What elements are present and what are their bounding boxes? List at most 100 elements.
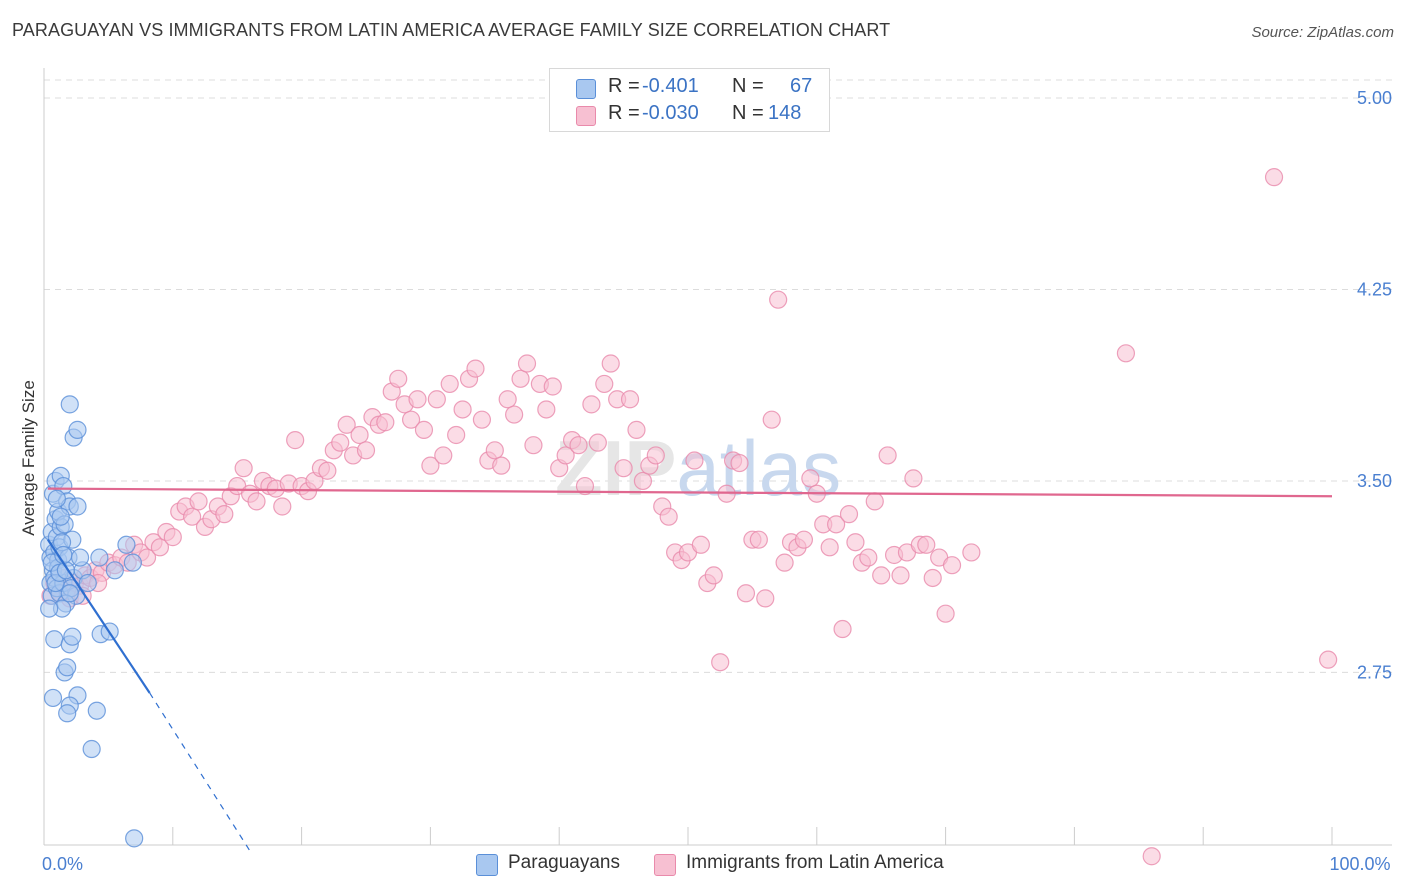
immigrant-point xyxy=(350,425,369,445)
immigrant-point xyxy=(704,566,723,585)
immigrant-point xyxy=(575,476,595,496)
paraguayan-point xyxy=(117,535,136,554)
immigrant-point xyxy=(762,410,781,429)
immigrant-point xyxy=(736,584,756,603)
immigrant-point xyxy=(1319,650,1338,669)
immigrant-point xyxy=(872,566,891,585)
immigrant-point xyxy=(215,505,234,524)
legend-label: Paraguayans xyxy=(508,852,620,873)
immigrant-point xyxy=(183,507,202,526)
immigrant-point xyxy=(646,446,665,465)
immigrant-point xyxy=(331,433,350,452)
immigrant-point xyxy=(556,446,575,465)
stat-n-value: 67 xyxy=(790,75,813,97)
paraguayan-point xyxy=(58,704,77,723)
immigrant-point xyxy=(505,405,524,424)
immigrant-point xyxy=(414,420,434,439)
immigrant-point xyxy=(447,425,466,445)
paraguayan-point xyxy=(43,688,63,708)
immigrant-point xyxy=(749,530,768,549)
immigrant-point xyxy=(820,538,839,557)
paraguayan-point xyxy=(105,561,124,580)
immigrant-point xyxy=(389,369,408,388)
immigrant-point xyxy=(711,653,730,672)
immigrant-point xyxy=(485,441,504,460)
paraguayan-point xyxy=(60,395,79,414)
immigrant-point xyxy=(318,461,337,480)
immigrant-point xyxy=(756,589,775,608)
immigrant-point xyxy=(492,456,511,475)
immigrant-point xyxy=(659,507,678,526)
paraguayan-point xyxy=(68,497,87,516)
y-tick-label: 4.25 xyxy=(1357,279,1392,299)
immigrant-point xyxy=(543,377,562,396)
paraguayan-point xyxy=(45,630,64,649)
immigrant-point xyxy=(794,530,814,549)
immigrant-point xyxy=(962,543,981,562)
paraguayan-point xyxy=(78,573,97,593)
immigrant-point xyxy=(878,446,897,465)
y-tick-label: 2.75 xyxy=(1357,662,1392,682)
immigrant-point xyxy=(427,390,446,409)
immigrants-legend-swatch-icon xyxy=(654,854,676,876)
immigrant-point xyxy=(685,451,704,470)
immigrant-point xyxy=(859,548,878,567)
immigrant-point xyxy=(839,505,859,524)
immigrant-point xyxy=(440,374,459,394)
immigrant-point xyxy=(691,535,710,554)
immigrant-point xyxy=(833,619,852,639)
immigrant-point xyxy=(453,400,472,419)
paraguayans-points xyxy=(40,395,144,848)
chart-title: PARAGUAYAN VS IMMIGRANTS FROM LATIN AMER… xyxy=(12,20,891,40)
immigrant-point xyxy=(498,390,517,409)
immigrant-point xyxy=(633,471,653,491)
trend-line xyxy=(47,487,1333,498)
immigrant-point xyxy=(472,410,492,429)
y-tick-label: 3.50 xyxy=(1357,471,1392,491)
immigrant-point xyxy=(865,492,884,511)
immigrant-point xyxy=(337,415,356,434)
immigrant-point xyxy=(601,354,620,373)
paraguayan-point xyxy=(90,548,109,567)
immigrant-point xyxy=(936,604,955,623)
paraguayans-legend-swatch-icon xyxy=(476,854,498,876)
y-tick-label: 5.00 xyxy=(1357,88,1392,108)
immigrant-point xyxy=(595,374,614,394)
paraguayan-point xyxy=(58,658,77,677)
paraguayan-point xyxy=(123,553,142,572)
x-tick-label: 0.0% xyxy=(42,854,83,874)
paraguayan-point xyxy=(47,489,66,508)
immigrant-point xyxy=(627,420,646,439)
immigrant-point xyxy=(1142,847,1161,866)
immigrant-point xyxy=(730,453,749,473)
immigrant-point xyxy=(775,553,794,572)
immigrant-point xyxy=(620,390,640,409)
immigrant-point xyxy=(537,400,556,419)
trend-layer xyxy=(46,487,1333,852)
immigrant-point xyxy=(356,441,376,460)
legend-label: Immigrants from Latin America xyxy=(686,852,944,873)
paraguayan-point xyxy=(125,829,144,848)
immigrant-point xyxy=(569,436,588,455)
immigrant-point xyxy=(273,497,292,516)
x-tick-label: 100.0% xyxy=(1329,854,1390,874)
immigrants-points xyxy=(41,168,1338,866)
immigrant-point xyxy=(234,459,253,478)
immigrant-point xyxy=(904,469,923,488)
immigrant-point xyxy=(150,538,170,557)
trend-line-extension xyxy=(149,692,251,852)
y-axis-title: Average Family Size xyxy=(19,380,38,536)
stat-r-value: -0.030 xyxy=(642,102,699,124)
paraguayan-point xyxy=(70,548,90,567)
immigrant-point xyxy=(846,533,865,552)
immigrant-point xyxy=(769,290,788,309)
tick-labels: 2.75 3.50 4.25 5.00 0.0% 100.0% xyxy=(42,88,1392,874)
stat-r-label: R = xyxy=(608,75,640,97)
paraguayan-point xyxy=(87,701,106,720)
trend-line xyxy=(46,539,151,694)
stat-n-value: 148 xyxy=(768,102,802,124)
stat-r-label: R = xyxy=(608,102,640,124)
immigrant-point xyxy=(466,359,485,378)
immigrant-point xyxy=(923,568,942,588)
